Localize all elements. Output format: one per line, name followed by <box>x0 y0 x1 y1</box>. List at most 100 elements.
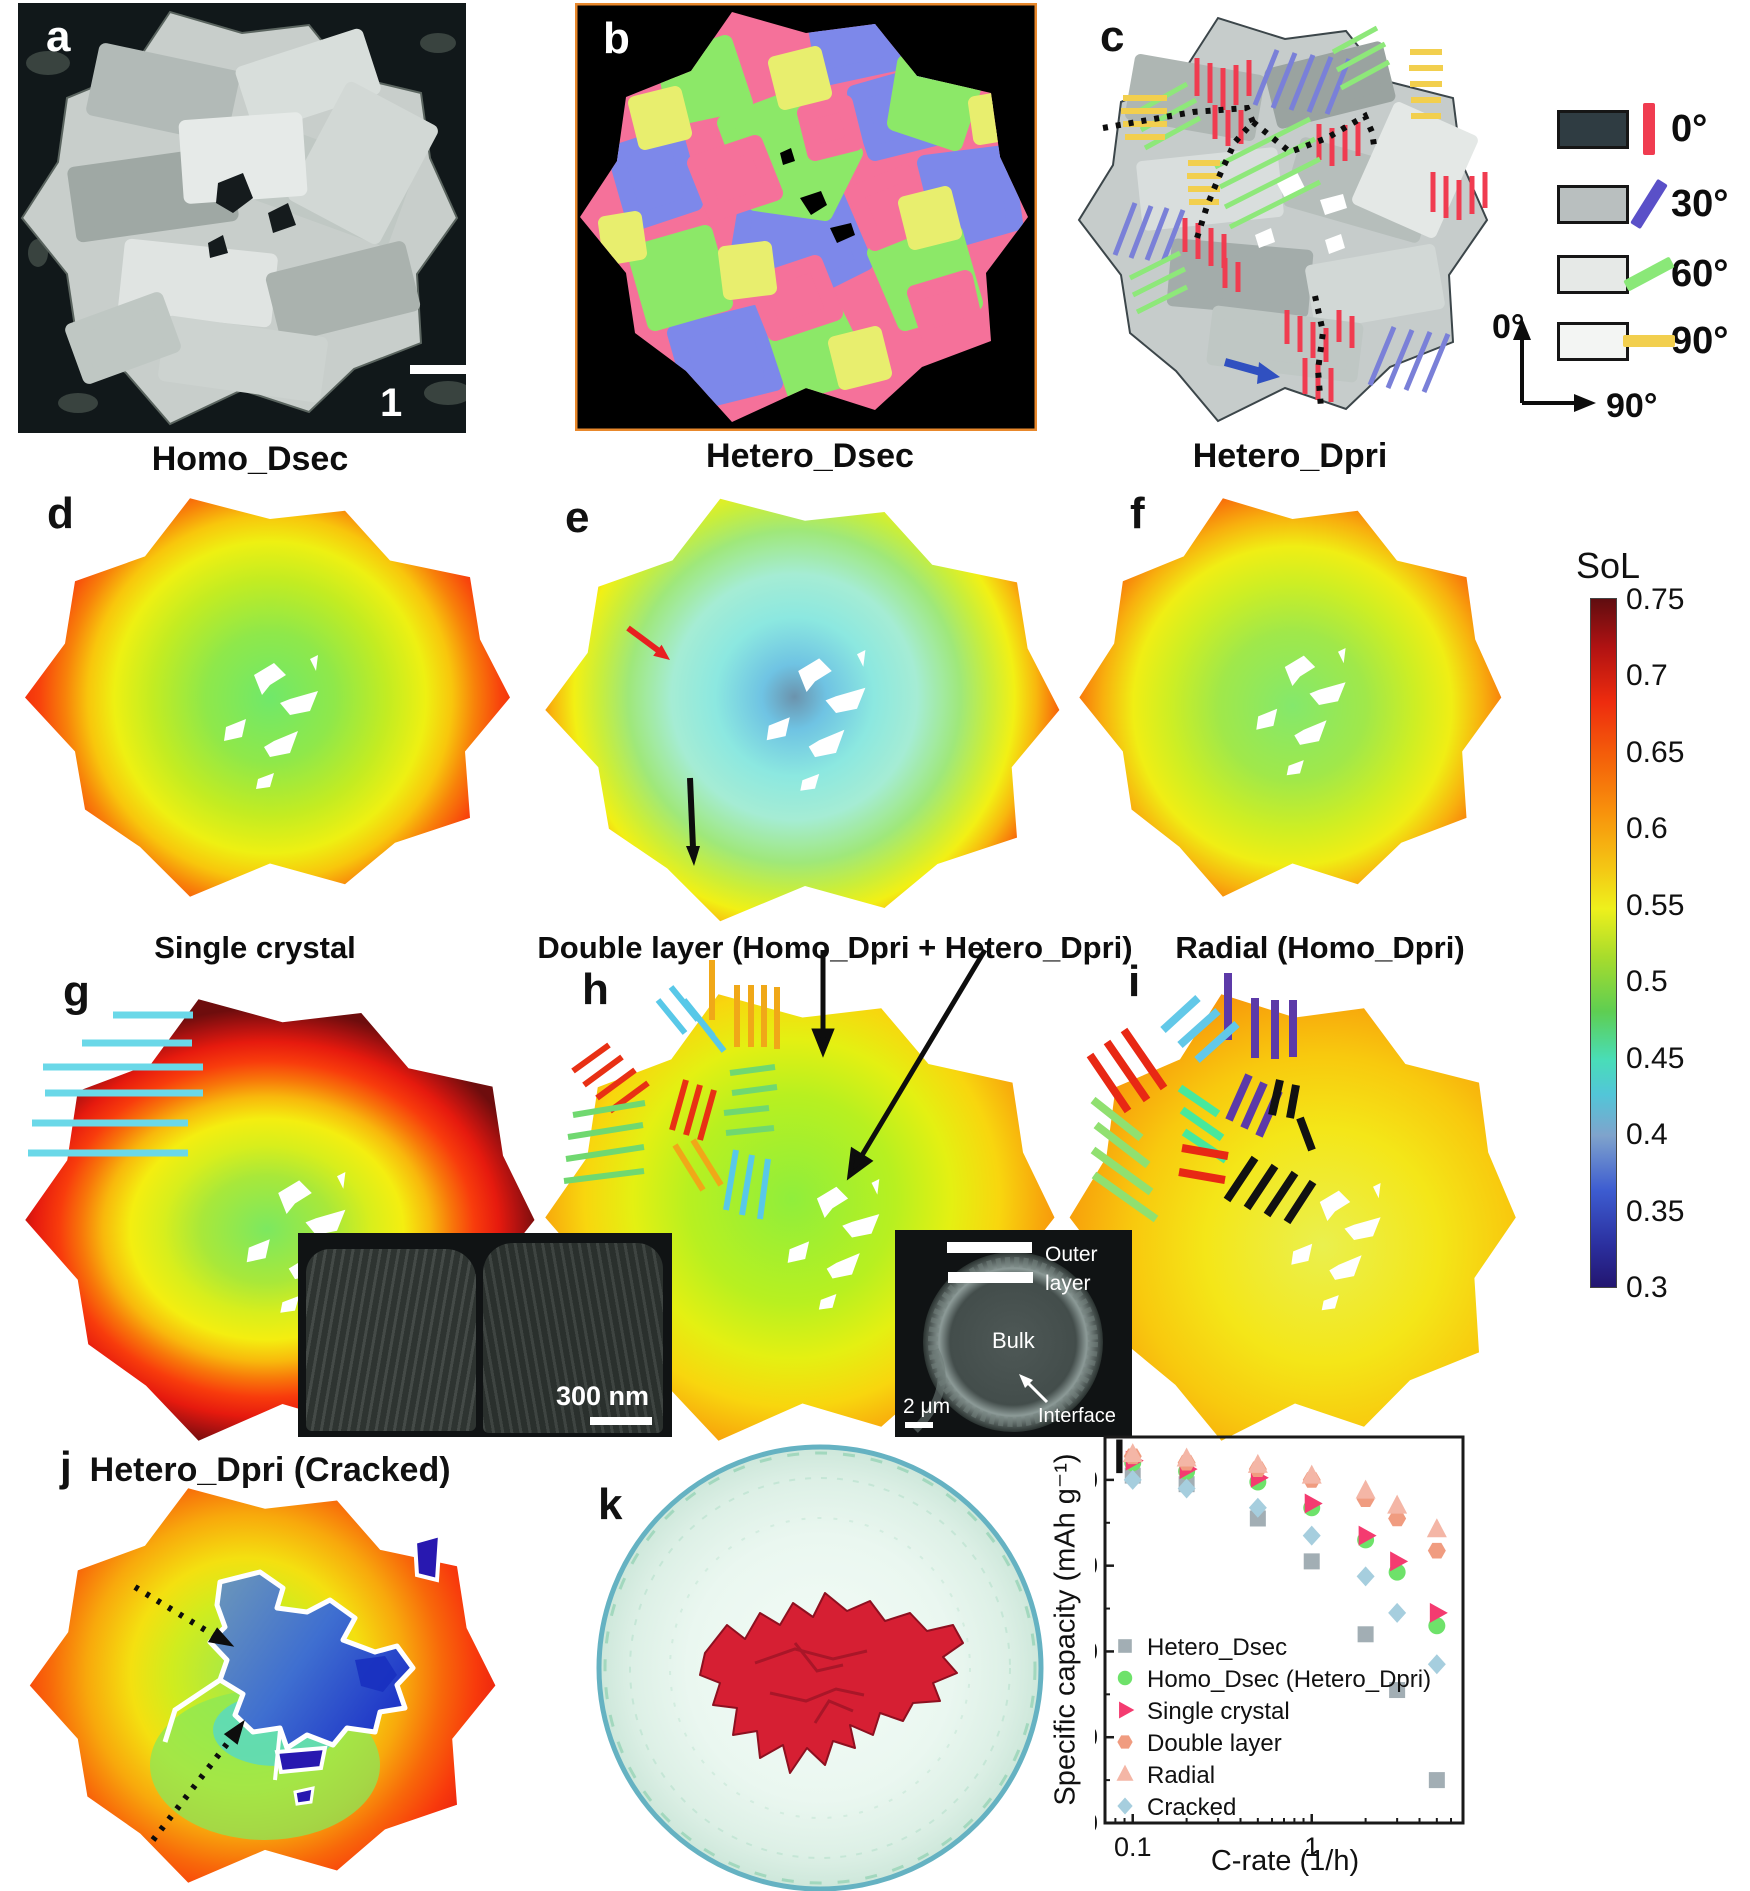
legend-label-0deg: 0° <box>1671 107 1708 150</box>
panel-j-title: Hetero_Dpri (Cracked) <box>89 1451 451 1489</box>
interface-arrow-icon <box>1019 1374 1049 1404</box>
black-arrow-icon <box>686 777 700 866</box>
legend-label-60deg: 60° <box>1671 252 1729 295</box>
colorbar-tick-8: 0.35 <box>1626 1195 1685 1228</box>
gray-swatch-2 <box>1557 254 1629 294</box>
svg-text:160: 160 <box>1095 1551 1098 1581</box>
label-hetero-dpri: Hetero_Dpri <box>1192 437 1388 475</box>
panel-j-title-row: j Hetero_Dpri (Cracked) <box>60 1443 451 1491</box>
angle-axes-glyph: 0° 90° <box>1492 308 1657 425</box>
panel-e-arrows <box>626 625 700 866</box>
rate-capability-chart: 100 120 140 160 180 0.1 1 Hetero_Dsec Homo_Dsec … <box>1053 1435 1465 1862</box>
svg-text:Double layer: Double layer <box>1147 1730 1282 1757</box>
inset-sem-scale-bar <box>590 1417 652 1425</box>
double-layer-arrows <box>811 948 988 1181</box>
svg-text:Cracked: Cracked <box>1147 1794 1236 1821</box>
svg-text:Single crystal: Single crystal <box>1147 1698 1290 1725</box>
colorbar-tick-3: 0.6 <box>1626 812 1668 845</box>
legend-label-90deg: 90° <box>1671 319 1729 362</box>
sol-colorbar <box>1590 598 1617 1288</box>
colorbar-tick-1: 0.7 <box>1626 659 1668 692</box>
scale-bar-1um-label: 1 μm <box>380 381 441 470</box>
chart-ylabel: Specific capacity (mAh g⁻¹) <box>1049 1453 1082 1806</box>
svg-text:Radial: Radial <box>1147 1762 1215 1789</box>
inset-sem-scale-label: 300 nm <box>556 1381 650 1411</box>
scale-bar-1um <box>410 365 468 374</box>
panel-f-letter: f <box>1130 489 1145 538</box>
svg-text:100: 100 <box>1095 1808 1098 1838</box>
panel-j-letter: j <box>60 1443 72 1490</box>
label-radial: Radial (Homo_Dpri) <box>1175 930 1465 965</box>
panel-d-sol-map: d <box>20 480 520 910</box>
inset-bulk-label: Bulk <box>992 1328 1035 1353</box>
gray-swatch-1 <box>1557 184 1629 224</box>
inset-2um-label: 2 μm <box>903 1395 951 1418</box>
svg-text:Hetero_Dsec: Hetero_Dsec <box>1147 1634 1287 1661</box>
inset-bulk-interface: Outer layer Bulk Interface 2 μm <box>895 1230 1132 1437</box>
svg-text:0.1: 0.1 <box>1114 1832 1152 1862</box>
bar-0deg-icon <box>1643 103 1655 155</box>
svg-text:Homo_Dsec (Hetero_Dpri): Homo_Dsec (Hetero_Dpri) <box>1147 1666 1431 1693</box>
legend-row-90deg: 90° <box>1557 315 1728 367</box>
label-single-crystal: Single crystal <box>154 930 356 965</box>
panel-c-letter: c <box>1100 12 1125 61</box>
crack-marks <box>1256 648 1346 776</box>
panel-b-grain-map: b <box>574 2 1038 432</box>
panel-i-sol-map: i <box>1060 945 1530 1455</box>
colorbar-tick-0: 0.75 <box>1626 583 1685 616</box>
svg-text:120: 120 <box>1095 1722 1098 1752</box>
colorbar-tick-5: 0.5 <box>1626 965 1668 998</box>
panel-b-letter: b <box>603 14 630 63</box>
gray-swatch-3 <box>1557 321 1629 361</box>
bar-30deg-icon <box>1630 178 1668 230</box>
label-homo-dsec: Homo_Dsec <box>151 440 349 478</box>
colorbar-tick-6: 0.45 <box>1626 1042 1685 1075</box>
colorbar-tick-2: 0.65 <box>1626 736 1685 769</box>
chart-xlabel: C-rate (1/h) <box>1210 1845 1360 1877</box>
gray-swatch-0 <box>1557 109 1629 149</box>
axis-right-label: 90° <box>1606 387 1657 425</box>
svg-text:140: 140 <box>1095 1636 1098 1666</box>
dotted-arrows <box>133 1584 245 1842</box>
axis-up-label: 0° <box>1492 308 1525 346</box>
svg-text:180: 180 <box>1095 1465 1098 1495</box>
panel-l-letter: l <box>1113 1431 1126 1483</box>
inset-interface-label: Interface <box>1038 1405 1116 1427</box>
colorbar-tick-7: 0.4 <box>1626 1118 1668 1151</box>
panel-e-letter: e <box>565 493 590 542</box>
panel-a-sem-image: a 1 μm <box>18 3 472 470</box>
panel-a-letter: a <box>46 12 71 61</box>
panel-i-stripes <box>1086 973 1317 1225</box>
panel-j-crack-overlay <box>133 1532 443 1842</box>
panel-c-orientation-map: c <box>1075 10 1505 430</box>
crack-marks <box>224 655 318 789</box>
bulk-inset-graphic <box>912 1242 1103 1433</box>
panel-k-3d-render: k <box>555 1443 1085 1891</box>
panel-f-sol-map: f <box>1075 480 1515 910</box>
panel-e-sol-map: e <box>540 478 1070 933</box>
legend-row-30deg: 30° <box>1557 178 1728 230</box>
panel-h-letter: h <box>582 965 609 1014</box>
panel-i-letter: i <box>1128 957 1141 1006</box>
blue-arrow-icon <box>1223 358 1280 384</box>
orientation-map-graphic <box>1077 16 1489 423</box>
panel-d-letter: d <box>47 489 74 538</box>
panel-j-cracked-map <box>25 1480 505 1891</box>
svg-text:1: 1 <box>1304 1832 1319 1862</box>
panel-h-stripes <box>563 948 988 1220</box>
inset-sem-300nm: 300 nm <box>298 1233 672 1437</box>
panel-g-letter: g <box>63 967 90 1016</box>
legend-label-30deg: 30° <box>1671 182 1729 225</box>
legend-row-60deg: 60° <box>1557 248 1728 300</box>
label-hetero-dsec: Hetero_Dsec <box>706 437 914 475</box>
particle-3d-graphic <box>596 1444 1044 1891</box>
panel-g-stripes <box>28 1011 203 1157</box>
inset-2um-bar <box>905 1422 933 1428</box>
colorbar-title: SoL <box>1576 545 1641 586</box>
colorbar-tick-4: 0.55 <box>1626 889 1685 922</box>
legend-row-0deg: 0° <box>1557 103 1707 155</box>
sem-graphic <box>18 3 472 433</box>
bar-60deg-icon <box>1623 256 1675 292</box>
grain-map-graphic <box>574 2 1038 432</box>
